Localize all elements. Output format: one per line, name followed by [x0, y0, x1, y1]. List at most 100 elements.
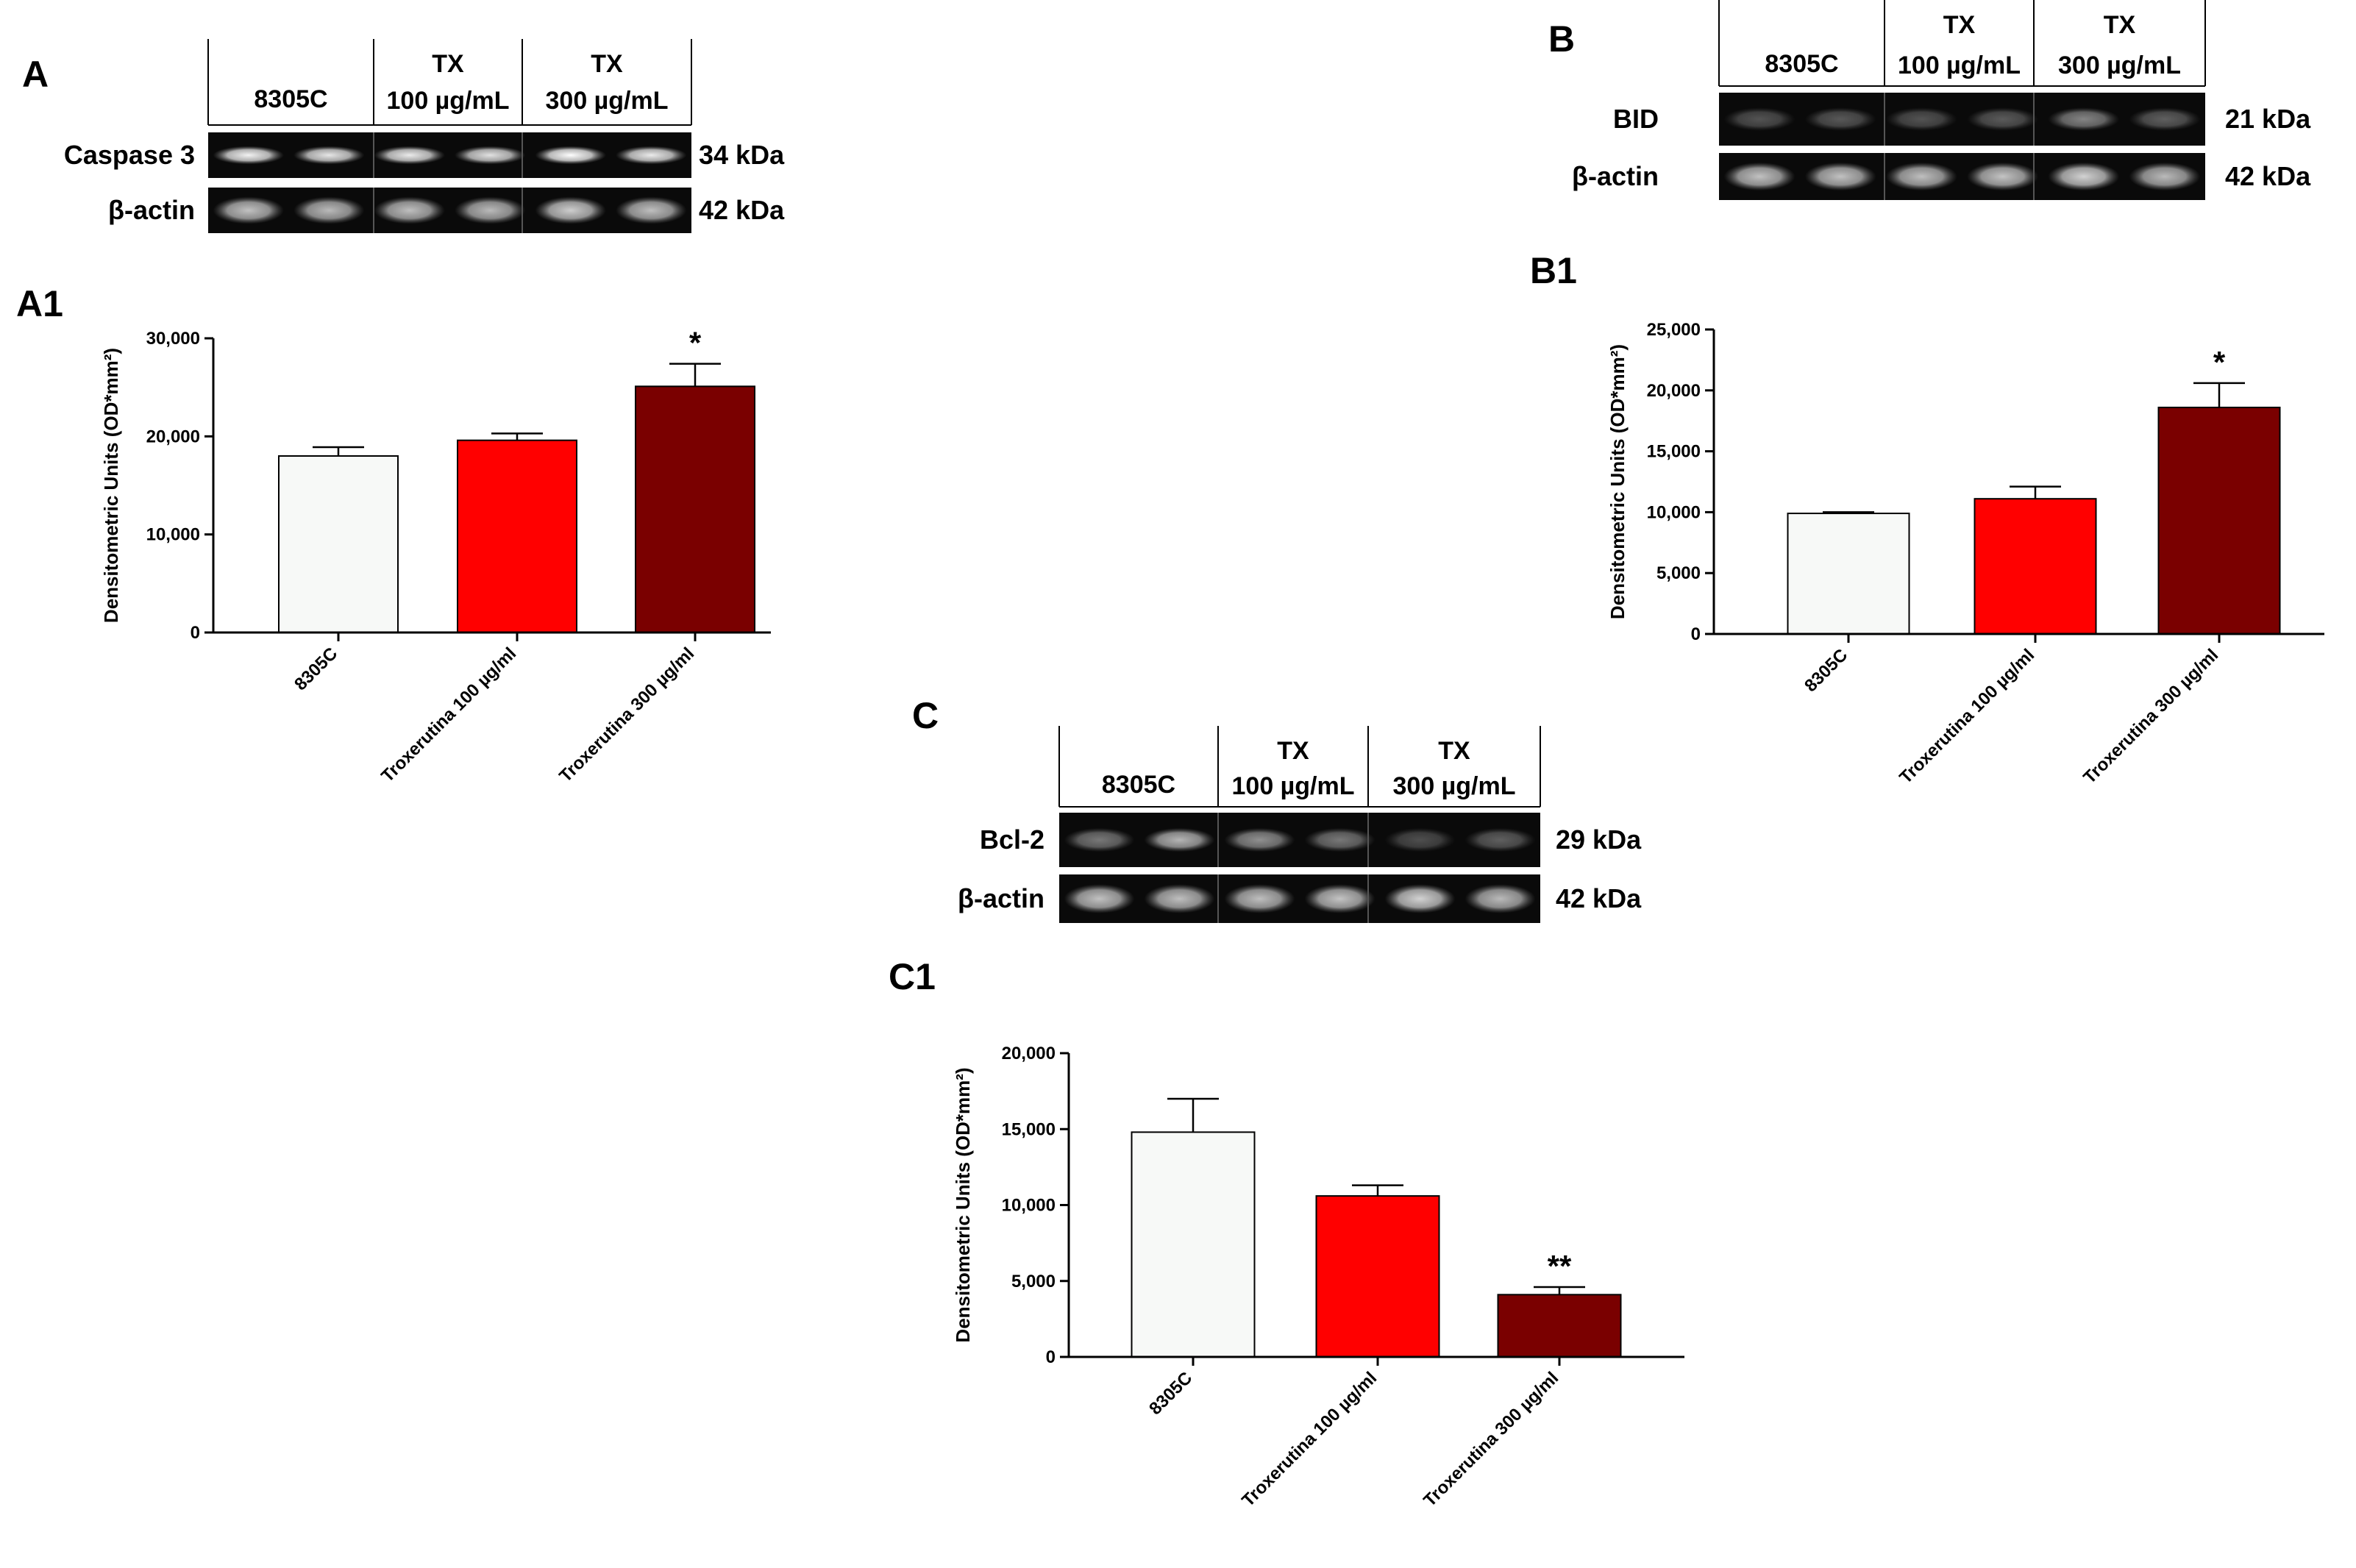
y-tick-label: 5,000 [1011, 1272, 1056, 1291]
x-tick-label: Troxerutina 100 µg/ml [377, 644, 520, 786]
blot-band [1804, 162, 1876, 191]
blot-band [1465, 884, 1536, 913]
blot-strip [1719, 153, 2205, 200]
significance-marker: ** [1548, 1249, 1572, 1283]
significance-marker: * [2213, 345, 2226, 379]
y-tick-label: 5,000 [1656, 563, 1701, 583]
blot-band [1967, 162, 2039, 191]
y-tick-label: 10,000 [1002, 1196, 1056, 1216]
y-tick-label: 15,000 [1647, 442, 1701, 462]
panel-letter-c: C [912, 695, 939, 736]
bar [2157, 406, 2281, 635]
y-tick-label: 0 [1046, 1347, 1056, 1367]
protein-label: BID [1613, 104, 1659, 134]
bar [635, 385, 755, 633]
y-tick-label: 20,000 [146, 427, 200, 446]
blot-band [1304, 827, 1375, 852]
protein-label: β-actin [108, 195, 195, 225]
blot-band [1064, 827, 1135, 852]
x-tick-label: 8305C [1145, 1368, 1196, 1419]
blot-row: β-actin 42 kDa [1572, 153, 2311, 200]
blot-band [535, 146, 606, 165]
blot-band [1384, 884, 1456, 913]
blot-band [1224, 884, 1295, 913]
y-tick-label: 20,000 [1647, 381, 1701, 401]
blot-panel-a: A 8305C TX 100 µg/mL TX 300 µg/mL Caspase 3 34 … [22, 39, 785, 233]
blot-strip [1059, 813, 1540, 867]
blot-band [1064, 884, 1135, 913]
lane-group-top-label: TX [432, 50, 464, 78]
x-tick-label: Troxerutina 300 µg/ml [555, 644, 698, 786]
bar [1131, 1131, 1256, 1358]
blot-band [374, 196, 445, 224]
blot-band [1885, 107, 1957, 131]
bar [457, 439, 577, 634]
protein-label: Bcl-2 [980, 824, 1044, 855]
blot-panel-b: B 8305C TX 100 µg/mL TX 300 µg/mL BID 21 kDa β-a… [1548, 0, 2311, 200]
blot-row: β-actin 42 kDa [958, 874, 1642, 923]
blot-panel-c: C 8305C TX 100 µg/mL TX 300 µg/mL Bcl-2 29 kDa β… [912, 695, 1642, 923]
bar [1315, 1195, 1440, 1358]
blot-band [213, 146, 284, 165]
blot-band [1144, 827, 1215, 852]
blot-band [455, 196, 526, 224]
bar [1974, 498, 2097, 635]
chart-b1: B1 * 0 5,000 10,000 15,000 20,000 25,000 8305C Tr… [1530, 250, 2324, 788]
lane-group-label: 300 µg/mL [2058, 51, 2181, 79]
blot-band [1723, 107, 1796, 131]
lane-group-top-label: TX [1943, 11, 1976, 39]
blot-band [1804, 107, 1876, 131]
x-tick-label: Troxerutina 300 µg/ml [2079, 645, 2222, 788]
y-tick-label: 0 [191, 623, 200, 643]
blot-strip [1719, 93, 2205, 146]
blot-band [2129, 107, 2201, 131]
x-tick-label: Troxerutina 100 µg/ml [1238, 1368, 1381, 1511]
blot-band [1224, 827, 1295, 852]
x-tick-label: Troxerutina 300 µg/ml [1420, 1368, 1562, 1511]
x-tick-label: Troxerutina 100 µg/ml [1896, 645, 2038, 788]
blot-strip [1059, 874, 1540, 923]
blot-band [1304, 884, 1375, 913]
blot-band [455, 146, 526, 165]
y-tick-label: 20,000 [1002, 1044, 1056, 1063]
blot-band [2048, 107, 2120, 131]
blot-band [293, 196, 365, 224]
blot-row: Caspase 3 34 kDa [64, 132, 785, 178]
lane-group-top-label: TX [591, 50, 623, 78]
lane-group-label: 8305C [1102, 771, 1175, 799]
lane-group-label: 8305C [254, 85, 327, 113]
panel-letter-b: B [1548, 18, 1575, 60]
blot-band [1967, 107, 2039, 131]
molecular-weight-label: 42 kDa [2225, 161, 2311, 191]
blot-band [1144, 884, 1215, 913]
blot-band [2129, 162, 2201, 191]
blot-row: Bcl-2 29 kDa [980, 813, 1642, 867]
lane-group-top-label: TX [1277, 737, 1309, 765]
blot-row: β-actin 42 kDa [108, 188, 785, 233]
y-axis-title: Densitometric Units (OD*mm²) [952, 1067, 974, 1342]
blot-band [2048, 162, 2120, 191]
y-tick-label: 10,000 [146, 525, 200, 545]
blot-band [1465, 827, 1536, 852]
lane-group-label: 100 µg/mL [1898, 51, 2021, 79]
protein-label: β-actin [958, 883, 1044, 913]
lane-group-label: 100 µg/mL [387, 87, 510, 115]
chart-panel-label: B1 [1530, 250, 1577, 291]
blot-band [1885, 162, 1957, 191]
x-tick-label: 8305C [1801, 645, 1851, 696]
blot-band [213, 196, 284, 224]
chart-panel-label: A1 [16, 283, 63, 324]
blot-band [616, 196, 687, 224]
y-tick-label: 30,000 [146, 329, 200, 349]
blot-band [1384, 827, 1456, 852]
blot-band [374, 146, 445, 165]
y-axis-title: Densitometric Units (OD*mm²) [100, 348, 122, 623]
molecular-weight-label: 34 kDa [699, 140, 785, 170]
blot-band [535, 196, 606, 224]
lane-group-top-label: TX [2104, 11, 2136, 39]
protein-label: Caspase 3 [64, 140, 195, 170]
lane-group-label: 300 µg/mL [1393, 772, 1516, 800]
molecular-weight-label: 42 kDa [1556, 883, 1642, 913]
molecular-weight-label: 42 kDa [699, 195, 785, 225]
